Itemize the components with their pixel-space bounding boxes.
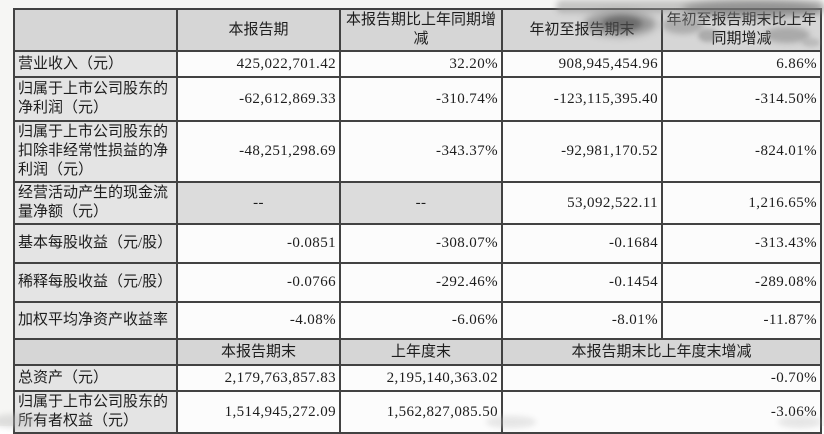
row-label: 归属于上市公司股东的所有者权益（元） [13,390,178,434]
value-cell: -0.70% [501,364,822,392]
row-label: 归属于上市公司股东的净利润（元） [13,76,178,122]
value-cell: -292.46% [339,262,503,303]
value-cell: -4.08% [176,301,341,340]
row-label: 营业收入（元） [13,50,178,78]
value-cell: 425,022,701.42 [176,50,341,78]
corner-header [13,338,178,366]
financial-summary-table: 本报告期 本报告期比上年同期增减 年初至报告期末 年初至报告期末比上年同期增减营业收入… [13,8,822,434]
value-cell: -0.1684 [501,223,663,264]
value-cell: -314.50% [661,76,822,122]
value-cell: -308.07% [339,223,503,264]
value-cell: 2,179,763,857.83 [176,364,341,392]
value-cell: 32.20% [339,50,503,78]
value-cell: -- [339,181,503,225]
row-label: 稀释每股收益（元/股） [13,262,178,303]
value-cell: -62,612,869.33 [176,76,341,122]
value-cell: 6.86% [661,50,822,78]
column-header: 年初至报告期末 [501,8,663,52]
value-cell: -0.1454 [501,262,663,303]
column-header: 年初至报告期末比上年同期增减 [661,8,822,52]
value-cell: -123,115,395.40 [501,76,663,122]
value-cell: -- [176,181,341,225]
value-cell: -11.87% [661,301,822,340]
value-cell: 2,195,140,363.02 [339,364,503,392]
column-header: 本报告期末比上年度末增减 [501,338,822,366]
value-cell: -0.0851 [176,223,341,264]
value-cell: -824.01% [661,120,822,183]
value-cell: 908,945,454.96 [501,50,663,78]
value-cell: -8.01% [501,301,663,340]
value-cell: -6.06% [339,301,503,340]
value-cell: -0.0766 [176,262,341,303]
value-cell: -313.43% [661,223,822,264]
value-cell: -310.74% [339,76,503,122]
corner-header [13,8,178,52]
value-cell: -289.08% [661,262,822,303]
row-label: 归属于上市公司股东的扣除非经常性损益的净利润（元） [13,120,178,183]
row-label: 加权平均净资产收益率 [13,301,178,340]
column-header: 本报告期比上年同期增减 [339,8,503,52]
column-header: 本报告期 [176,8,341,52]
value-cell: 53,092,522.11 [501,181,663,225]
column-header: 本报告期末 [176,338,341,366]
value-cell: -343.37% [339,120,503,183]
value-cell: -92,981,170.52 [501,120,663,183]
row-label: 基本每股收益（元/股） [13,223,178,264]
value-cell: -3.06% [501,390,822,434]
value-cell: 1,216.65% [661,181,822,225]
value-cell: -48,251,298.69 [176,120,341,183]
value-cell: 1,514,945,272.09 [176,390,341,434]
row-label: 经营活动产生的现金流量净额（元） [13,181,178,225]
value-cell: 1,562,827,085.50 [339,390,503,434]
row-label: 总资产（元） [13,364,178,392]
column-header: 上年度末 [339,338,503,366]
